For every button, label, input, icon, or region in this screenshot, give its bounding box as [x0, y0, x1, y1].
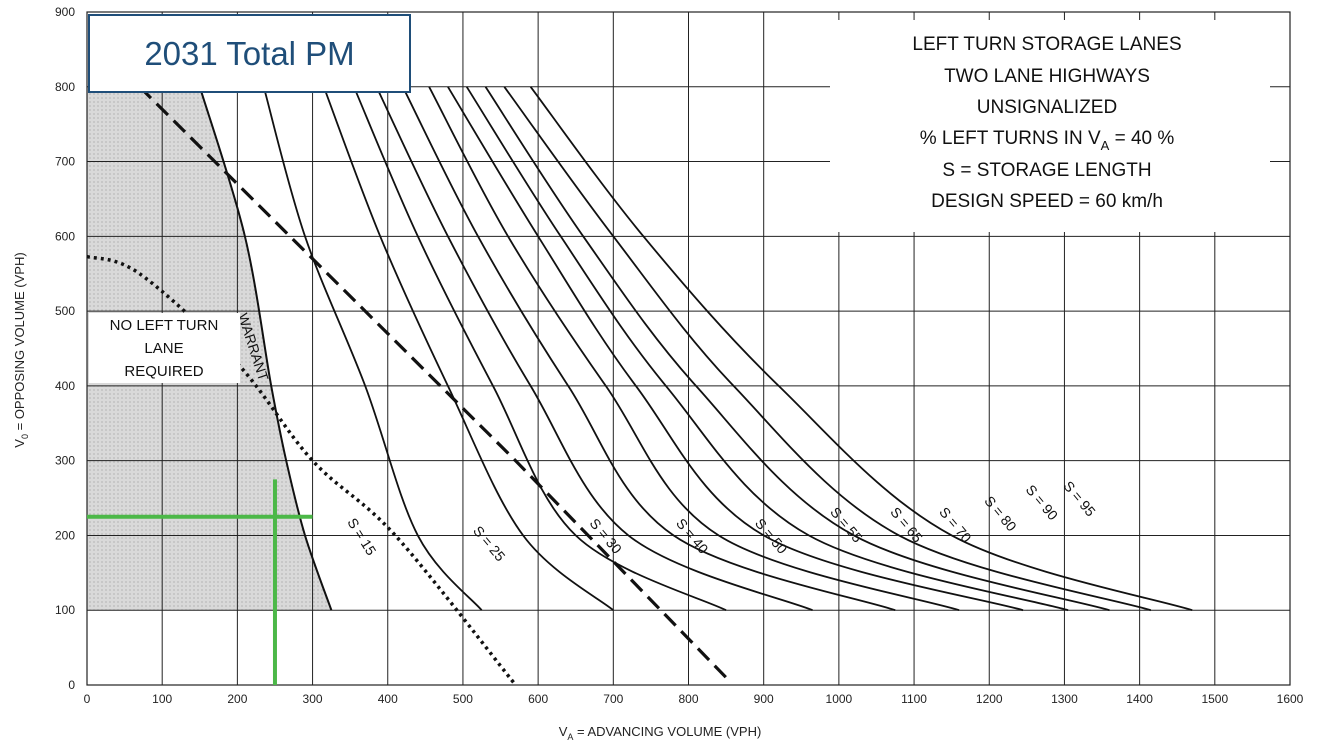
x-tick-label: 1300	[1051, 692, 1078, 706]
no-lane-label-box: NO LEFT TURN LANE REQUIRED	[89, 313, 240, 383]
x-tick-label: 300	[303, 692, 323, 706]
curve-label: S = 50	[752, 515, 791, 557]
x-tick-label: 0	[84, 692, 91, 706]
curve-label: S = 90	[1023, 482, 1062, 524]
x-tick-label: 900	[754, 692, 774, 706]
storage-curve	[447, 86, 1024, 612]
curve-label: S = 80	[981, 493, 1020, 535]
y-tick-label: 500	[55, 304, 75, 318]
storage-curve	[375, 86, 813, 612]
x-tick-label: 600	[528, 692, 548, 706]
no-lane-line-1: NO LEFT TURN	[110, 317, 219, 334]
info-line-5: S = STORAGE LENGTH	[942, 160, 1151, 181]
x-tick-label: 100	[152, 692, 172, 706]
y-tick-label: 700	[55, 155, 75, 169]
info-box: LEFT TURN STORAGE LANES TWO LANE HIGHWAY…	[830, 20, 1270, 232]
storage-curve	[262, 86, 483, 611]
storage-curve	[401, 86, 896, 612]
y-tick-label: 200	[55, 528, 75, 542]
x-tick-label: 1000	[826, 692, 853, 706]
x-tick-label: 800	[678, 692, 698, 706]
storage-curve	[322, 86, 614, 611]
axis-ticks: 0 100 200 300 400 500 600 700 800 900 1000 1100 1200…	[55, 5, 1304, 706]
x-tick-label: 1600	[1277, 692, 1304, 706]
highlight-crosshair	[87, 479, 313, 685]
x-tick-label: 700	[603, 692, 623, 706]
no-lane-line-2: LANE	[144, 340, 183, 357]
y-tick-label: 600	[55, 229, 75, 243]
y-tick-label: 800	[55, 80, 75, 94]
info-line-6: DESIGN SPEED = 60 km/h	[931, 191, 1163, 212]
storage-curves	[86, 85, 1193, 687]
storage-curve	[428, 86, 960, 612]
plot-frame	[86, 11, 1291, 686]
storage-curve	[503, 86, 1152, 612]
info-line-1: LEFT TURN STORAGE LANES	[912, 34, 1181, 55]
no-lane-line-3: REQUIRED	[124, 363, 203, 380]
x-tick-label: 1200	[976, 692, 1003, 706]
y-tick-label: 300	[55, 454, 75, 468]
storage-curve	[465, 86, 1069, 612]
x-tick-label: 500	[453, 692, 473, 706]
scenario-badge: 2031 Total PM	[88, 14, 411, 93]
storage-curve	[353, 86, 727, 612]
x-tick-label: 1400	[1126, 692, 1153, 706]
y-tick-label: 0	[68, 678, 75, 692]
storage-curve	[529, 86, 1193, 612]
y-tick-label: 900	[55, 5, 75, 19]
info-line-3: UNSIGNALIZED	[977, 97, 1117, 118]
y-tick-label: 100	[55, 603, 75, 617]
curve-label: S = 30	[587, 515, 626, 557]
dashed-design-line	[138, 85, 728, 679]
curve-label: S = 40	[673, 515, 712, 557]
warrant-curve	[198, 86, 333, 611]
curve-label: S = 25	[470, 523, 509, 565]
dotted-s15-curve	[86, 254, 517, 687]
curve-label: S = 70	[936, 504, 975, 546]
x-tick-label: 1100	[901, 692, 927, 706]
x-tick-label: 200	[227, 692, 247, 706]
x-tick-label: 1500	[1201, 692, 1228, 706]
curve-label: S = 95	[1060, 478, 1099, 520]
x-axis-title: VA = ADVANCING VOLUME (VPH)	[559, 724, 762, 742]
storage-curve	[484, 86, 1110, 612]
x-tick-label: 400	[378, 692, 398, 706]
info-line-2: TWO LANE HIGHWAYS	[944, 66, 1150, 87]
y-tick-label: 400	[55, 379, 75, 393]
curve-label-s15: S = 15	[344, 515, 379, 558]
y-axis-title: V0 = OPPOSING VOLUME (VPH)	[12, 252, 30, 447]
info-line-4: % LEFT TURNS IN VA = 40 %	[920, 128, 1175, 153]
